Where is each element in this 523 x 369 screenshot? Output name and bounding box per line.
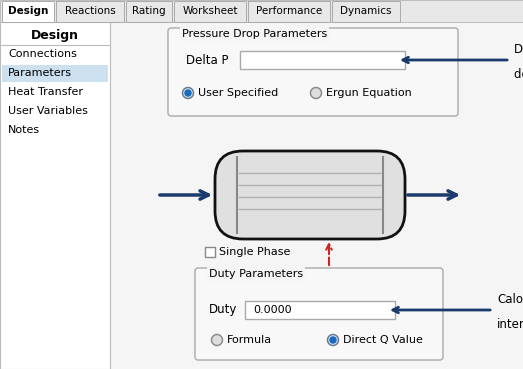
Text: Connections: Connections <box>8 49 77 59</box>
Text: Diferencial: Diferencial <box>514 43 523 56</box>
Text: Notes: Notes <box>8 125 40 135</box>
Circle shape <box>185 90 191 96</box>
Text: Delta P: Delta P <box>186 54 229 66</box>
Text: Reactions: Reactions <box>65 6 116 16</box>
Bar <box>240 51 405 69</box>
Text: intercambiado: intercambiado <box>497 318 523 331</box>
Text: Pressure Drop Parameters: Pressure Drop Parameters <box>182 29 327 39</box>
Text: Design: Design <box>8 6 48 16</box>
FancyBboxPatch shape <box>168 28 458 116</box>
Text: Ergun Equation: Ergun Equation <box>326 88 412 98</box>
Bar <box>56 1 124 22</box>
Text: Direct Q Value: Direct Q Value <box>343 335 423 345</box>
Text: 0.0000: 0.0000 <box>253 305 292 315</box>
Text: Duty Parameters: Duty Parameters <box>209 269 303 279</box>
Bar <box>126 1 172 22</box>
Text: de presión: de presión <box>514 68 523 81</box>
Bar <box>2 65 108 82</box>
Text: Design: Design <box>31 28 79 41</box>
Text: Rating: Rating <box>132 6 166 16</box>
Text: Worksheet: Worksheet <box>182 6 238 16</box>
Bar <box>174 1 246 22</box>
Text: Formula: Formula <box>227 335 272 345</box>
Bar <box>245 301 395 319</box>
Text: Duty: Duty <box>209 303 237 317</box>
Circle shape <box>183 87 194 99</box>
FancyBboxPatch shape <box>215 151 405 239</box>
Bar <box>0 0 523 22</box>
Bar <box>2 1 54 22</box>
Circle shape <box>311 87 322 99</box>
Text: Performance: Performance <box>256 6 322 16</box>
Text: Heat Transfer: Heat Transfer <box>8 87 83 97</box>
Bar <box>248 1 330 22</box>
Bar <box>332 1 400 22</box>
Bar <box>205 247 215 257</box>
Text: Calor: Calor <box>497 293 523 306</box>
Circle shape <box>327 335 338 345</box>
Text: User Variables: User Variables <box>8 106 88 116</box>
Text: User Specified: User Specified <box>198 88 278 98</box>
Circle shape <box>330 337 336 343</box>
Text: Single Phase: Single Phase <box>219 247 290 257</box>
Text: Dynamics: Dynamics <box>340 6 392 16</box>
Circle shape <box>211 335 222 345</box>
Text: Parameters: Parameters <box>8 68 72 78</box>
Bar <box>0 22 110 369</box>
FancyBboxPatch shape <box>195 268 443 360</box>
